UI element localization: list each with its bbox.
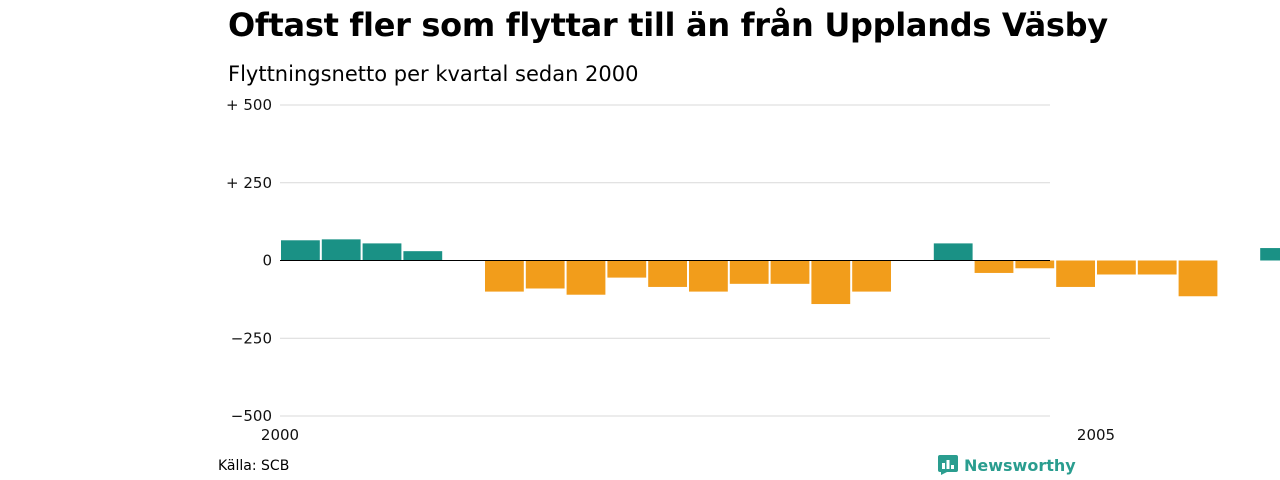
brand-logo: Newsworthy xyxy=(938,455,1076,475)
bar xyxy=(281,240,320,261)
x-tick-label: 2000 xyxy=(261,426,299,444)
bar xyxy=(1178,260,1218,297)
bar xyxy=(1015,260,1055,269)
bar xyxy=(321,239,361,261)
bar xyxy=(566,260,606,295)
bar xyxy=(933,243,973,261)
y-tick-label: −250 xyxy=(231,329,272,347)
y-tick-label: + 500 xyxy=(226,96,272,114)
bar xyxy=(525,260,565,289)
chart-subtitle: Flyttningsnetto per kvartal sedan 2000 xyxy=(228,62,639,86)
bar xyxy=(362,243,402,261)
y-tick-label: + 250 xyxy=(226,174,272,192)
bar xyxy=(770,260,810,284)
y-tick-label: −500 xyxy=(231,407,272,425)
bar xyxy=(852,260,891,292)
bar xyxy=(1137,260,1177,275)
brand-name: Newsworthy xyxy=(964,455,1076,475)
y-tick-label: 0 xyxy=(262,252,272,270)
bar xyxy=(729,260,769,284)
bar xyxy=(1097,260,1136,275)
source-note: Källa: SCB xyxy=(218,458,290,474)
x-tick-label: 2005 xyxy=(1077,426,1115,444)
newsworthy-logo-icon xyxy=(938,455,958,475)
bar xyxy=(811,260,851,305)
bar xyxy=(689,260,728,292)
chart-title: Oftast fler som flyttar till än från Upp… xyxy=(228,6,1108,44)
bar xyxy=(1260,248,1280,261)
bar xyxy=(607,260,647,278)
bar xyxy=(648,260,687,287)
bar xyxy=(974,260,1014,273)
bar xyxy=(403,251,443,261)
bar xyxy=(485,260,524,292)
bar xyxy=(1056,260,1095,287)
